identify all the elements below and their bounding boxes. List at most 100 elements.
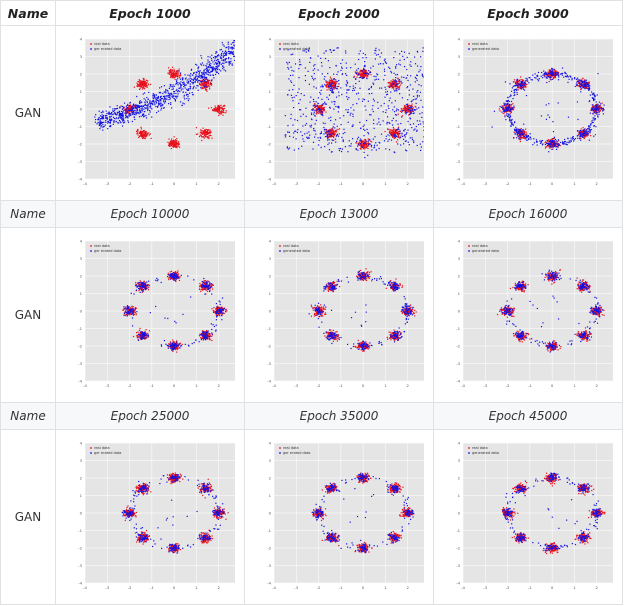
data-point — [594, 98, 596, 100]
data-point — [529, 136, 531, 139]
data-point — [320, 131, 323, 133]
data-point — [202, 87, 204, 89]
data-point — [328, 83, 330, 86]
data-point — [197, 85, 199, 87]
data-point — [176, 138, 178, 140]
data-point — [167, 96, 169, 98]
data-point — [399, 53, 401, 55]
data-point — [415, 125, 417, 128]
data-point — [591, 120, 593, 122]
data-point — [326, 89, 328, 91]
data-point — [363, 128, 365, 130]
data-point — [212, 68, 214, 70]
data-point — [401, 97, 403, 99]
data-point — [116, 114, 118, 116]
data-point — [210, 107, 213, 109]
data-point — [406, 103, 408, 105]
data-point — [517, 83, 519, 85]
data-point — [565, 143, 567, 145]
data-point — [113, 120, 115, 122]
data-point — [293, 84, 295, 86]
data-point — [176, 142, 178, 144]
data-point — [155, 100, 157, 102]
data-point — [202, 77, 204, 79]
data-point — [520, 133, 522, 136]
data-point — [331, 129, 334, 131]
data-point — [319, 91, 321, 94]
data-point — [539, 140, 541, 142]
data-point — [401, 50, 403, 53]
data-point — [379, 124, 381, 126]
data-point — [523, 84, 525, 86]
data-point — [160, 109, 162, 111]
data-point — [582, 85, 584, 87]
data-point — [113, 120, 115, 123]
data-point — [200, 74, 203, 76]
data-point — [335, 80, 337, 83]
data-point — [522, 87, 524, 89]
data-point — [302, 138, 304, 140]
data-point — [150, 137, 152, 140]
data-point — [140, 86, 142, 88]
data-point — [363, 68, 365, 71]
data-point — [138, 136, 140, 139]
data-point — [509, 107, 512, 109]
data-point — [418, 71, 420, 73]
data-point — [416, 130, 418, 132]
data-point — [219, 61, 221, 63]
data-point — [373, 122, 375, 125]
data-point — [336, 47, 338, 49]
data-point — [355, 142, 357, 144]
data-point — [287, 49, 289, 51]
data-point — [575, 78, 578, 80]
data-point — [328, 149, 331, 151]
data-point — [227, 50, 230, 52]
data-point — [380, 105, 382, 107]
data-point — [174, 75, 176, 77]
data-point — [169, 98, 171, 100]
data-point — [395, 110, 397, 112]
data-point — [420, 56, 422, 58]
y-tick-label: 2 — [269, 71, 272, 76]
data-point — [129, 109, 131, 112]
data-point — [410, 112, 413, 114]
data-point — [394, 83, 396, 85]
data-point — [221, 106, 223, 109]
data-point — [540, 141, 543, 143]
data-point — [397, 109, 400, 111]
data-point — [393, 57, 395, 59]
data-point — [191, 78, 193, 81]
data-point — [378, 121, 380, 123]
data-point — [165, 88, 167, 91]
data-point — [373, 75, 375, 77]
data-point — [190, 69, 192, 71]
data-point — [367, 131, 369, 134]
data-point — [591, 105, 594, 108]
data-point — [113, 117, 116, 120]
data-point — [402, 110, 404, 112]
data-point — [140, 115, 142, 117]
data-point — [363, 135, 365, 137]
data-point — [320, 89, 322, 92]
data-point — [519, 83, 521, 85]
data-point — [517, 133, 519, 135]
data-point — [187, 89, 189, 91]
data-point — [158, 104, 160, 106]
data-point — [538, 78, 540, 80]
data-point — [332, 134, 334, 136]
data-point — [545, 142, 547, 144]
data-point — [408, 94, 410, 96]
data-point — [150, 102, 152, 104]
data-point — [338, 79, 340, 82]
data-point — [516, 133, 518, 136]
data-point — [329, 132, 331, 134]
data-point — [598, 111, 600, 113]
data-point — [389, 86, 391, 88]
data-point — [396, 129, 398, 132]
data-point — [133, 113, 135, 115]
data-point — [569, 75, 571, 77]
data-point — [364, 141, 366, 143]
data-point — [367, 100, 369, 102]
data-point — [580, 137, 582, 139]
